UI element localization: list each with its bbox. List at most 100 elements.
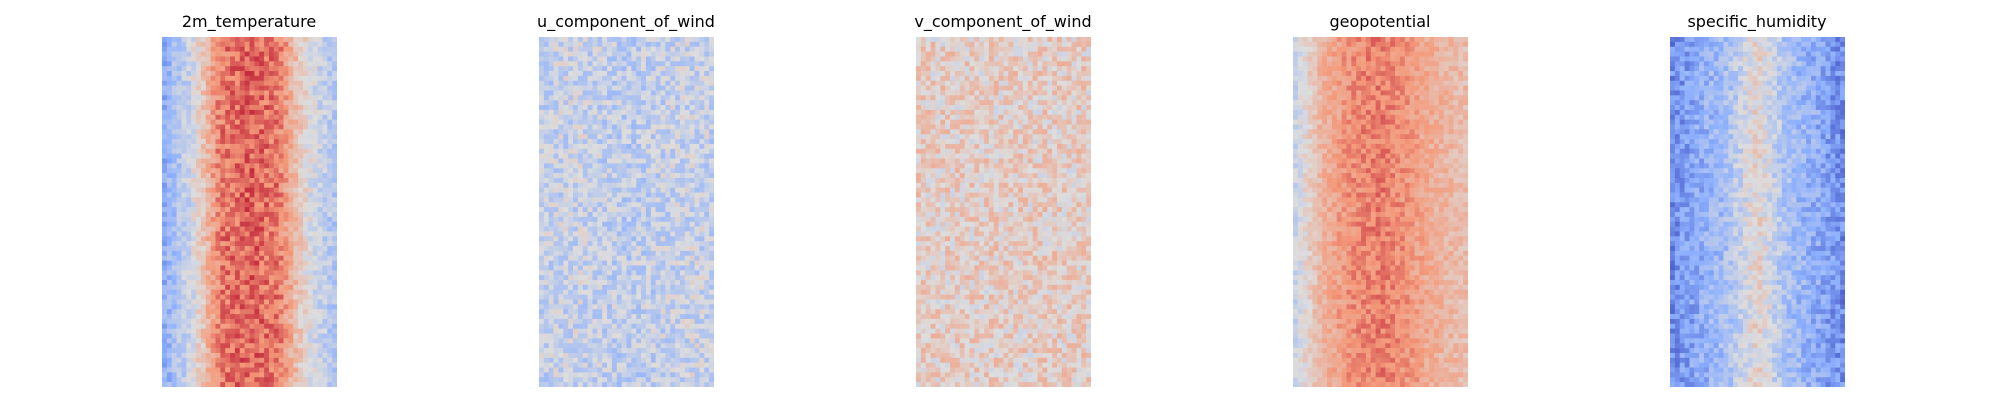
heatmap-cell: [607, 109, 613, 116]
heatmap-cell: [196, 270, 202, 276]
heatmap-cell: [298, 318, 304, 325]
heatmap-cell: [597, 207, 603, 213]
heatmap-cell: [264, 168, 270, 174]
heatmap-cell: [312, 46, 318, 52]
heatmap-cell: [602, 173, 608, 179]
heatmap-cell: [259, 148, 265, 154]
heatmap-cell: [675, 177, 681, 184]
heatmap-cell: [307, 348, 313, 354]
heatmap-cell: [548, 318, 554, 325]
heatmap-cell: [597, 270, 603, 276]
heatmap-cell: [704, 343, 710, 349]
heatmap-cell: [288, 100, 294, 106]
heatmap-cell: [166, 231, 173, 237]
heatmap-cell: [573, 294, 579, 300]
heatmap-cell: [587, 241, 593, 247]
heatmap-cell: [670, 202, 676, 208]
heatmap-cell: [660, 119, 666, 125]
heatmap-cell: [539, 357, 545, 363]
heatmap-cell: [191, 153, 197, 159]
heatmap-cell: [539, 119, 545, 125]
heatmap-cell: [278, 323, 284, 329]
heatmap-cell: [568, 95, 574, 101]
heatmap-cell: [558, 280, 564, 286]
heatmap-cell: [244, 362, 250, 368]
heatmap-cell: [641, 265, 647, 271]
heatmap-cell: [166, 177, 173, 184]
heatmap-cell: [621, 124, 627, 130]
heatmap-cell: [273, 265, 279, 271]
heatmap-cell: [298, 153, 304, 159]
heatmap-cell: [205, 362, 211, 368]
heatmap-cell: [582, 309, 588, 315]
heatmap-cell: [239, 90, 245, 96]
heatmap-cell: [254, 202, 260, 208]
heatmap-cell: [553, 75, 559, 82]
heatmap-cell: [278, 90, 284, 96]
heatmap-cell: [239, 299, 245, 305]
heatmap-cell: [205, 343, 211, 349]
heatmap-cell: [679, 323, 686, 329]
heatmap-cell: [317, 71, 323, 77]
heatmap-cell: [181, 299, 187, 305]
heatmap-cell: [239, 372, 245, 378]
heatmap-cell: [577, 246, 584, 252]
heatmap-cell: [283, 318, 289, 325]
heatmap-cell: [679, 192, 686, 198]
heatmap-cell: [268, 105, 275, 111]
heatmap-cell: [650, 328, 656, 334]
heatmap-cell: [636, 153, 642, 159]
heatmap-cell: [621, 323, 627, 329]
heatmap-cell: [616, 323, 622, 329]
heatmap-cell: [665, 280, 671, 286]
heatmap-cell: [592, 348, 598, 354]
heatmap-cell: [176, 109, 182, 116]
heatmap-cell: [655, 212, 661, 218]
heatmap-cell: [684, 75, 690, 82]
heatmap-cell: [225, 309, 231, 315]
heatmap-cell: [249, 51, 255, 57]
heatmap-cell: [592, 270, 598, 276]
heatmap-cell: [621, 304, 627, 310]
heatmap-cell: [264, 100, 270, 106]
heatmap-cell: [665, 246, 671, 252]
heatmap-cell: [225, 241, 231, 247]
heatmap-cell: [239, 226, 245, 232]
heatmap-cell: [592, 80, 598, 86]
heatmap-cell: [191, 348, 197, 354]
heatmap-cell: [181, 377, 187, 383]
heatmap-cell: [162, 192, 168, 198]
heatmap-cell: [592, 338, 598, 344]
heatmap-cell: [298, 90, 304, 96]
heatmap-cell: [616, 41, 622, 48]
heatmap-cell: [699, 46, 705, 52]
heatmap-cell: [694, 343, 700, 349]
heatmap-cell: [587, 250, 593, 257]
heatmap-cell: [205, 275, 211, 281]
heatmap-cell: [259, 56, 265, 62]
heatmap-cell: [312, 318, 318, 325]
heatmap-cell: [597, 212, 603, 218]
heatmap-cell: [665, 221, 671, 227]
heatmap-cell: [171, 250, 177, 257]
heatmap-cell: [200, 202, 207, 208]
heatmap-cell: [558, 299, 564, 305]
heatmap-cell: [709, 246, 714, 252]
heatmap-cell: [577, 241, 584, 247]
heatmap-cell: [186, 323, 192, 329]
heatmap-cell: [553, 139, 559, 145]
heatmap-cell: [259, 250, 265, 257]
heatmap-cell: [278, 250, 284, 257]
heatmap-cell: [196, 119, 202, 125]
heatmap-cell: [171, 158, 177, 164]
heatmap-cell: [577, 328, 584, 334]
heatmap-cell: [317, 241, 323, 247]
heatmap-cell: [327, 314, 333, 320]
heatmap-cell: [186, 212, 192, 218]
heatmap-cell: [577, 352, 584, 359]
heatmap-cell: [636, 177, 642, 184]
heatmap-cell: [283, 153, 289, 159]
heatmap-cell: [582, 109, 588, 116]
heatmap-cell: [694, 212, 700, 218]
heatmap-cell: [317, 270, 323, 276]
